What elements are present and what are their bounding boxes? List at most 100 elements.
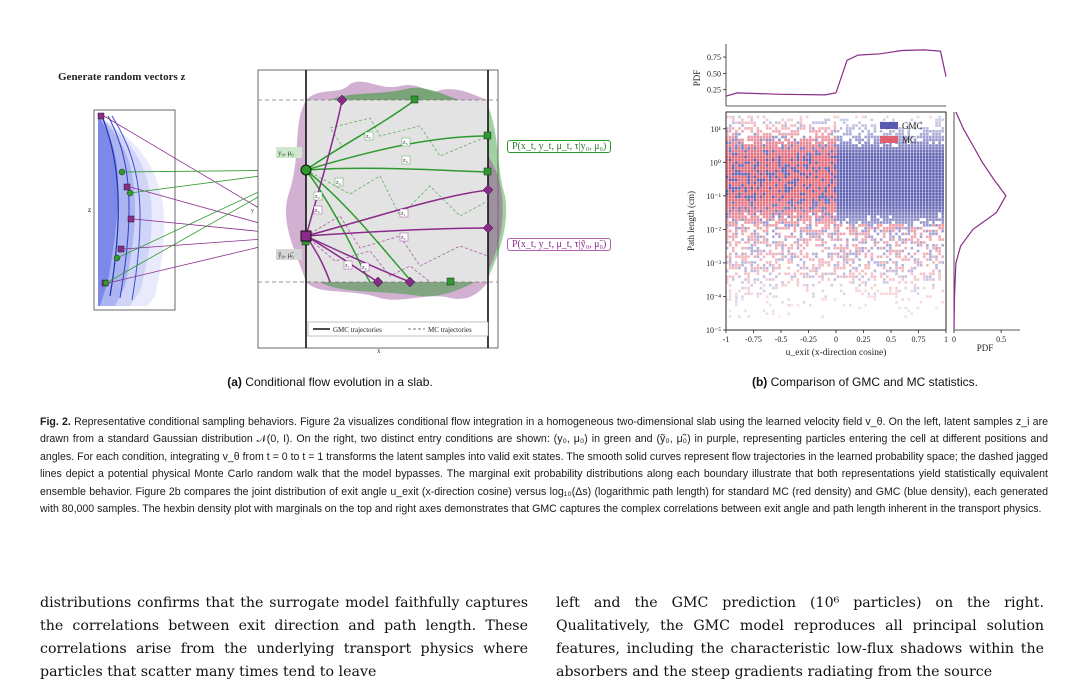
hexbin-cell <box>929 212 932 216</box>
hexbin-cell <box>882 263 886 267</box>
hexbin-cell <box>756 172 760 176</box>
hexbin-cell <box>907 135 911 139</box>
hexbin-cell <box>793 181 797 184</box>
hexbin-cell <box>784 283 787 287</box>
hexbin-cell <box>781 155 784 159</box>
hexbin-cell <box>895 161 898 164</box>
hexbin-cell <box>932 169 935 173</box>
hexbin-cell <box>781 181 784 184</box>
hexbin-cell <box>842 206 846 210</box>
hexbin-cell <box>772 269 775 273</box>
hexbin-cell <box>895 152 898 156</box>
hexbin-cell <box>867 221 871 224</box>
hexbin-cell <box>796 281 800 284</box>
hexbin-cell <box>910 312 914 316</box>
hexbin-cell <box>731 169 735 173</box>
hexbin-cell <box>765 127 769 130</box>
hexbin-cell <box>747 155 750 159</box>
hexbin-cell <box>864 252 867 256</box>
hexbin-cell <box>808 238 812 241</box>
hexbin-cell <box>790 181 794 184</box>
hexbin-cell <box>892 215 895 219</box>
hexbin-cell <box>833 201 837 204</box>
hexbin-cell <box>772 218 775 221</box>
hexbin-cell <box>849 149 852 153</box>
hexbin-cell <box>781 124 784 127</box>
hexbin-cell <box>778 169 781 173</box>
hexbin-cell <box>910 218 914 221</box>
hexbin-cell <box>910 281 914 284</box>
hexbin-cell <box>778 232 781 236</box>
hexbin-cell <box>818 175 821 179</box>
hexbin-cell <box>781 192 784 196</box>
hexbin-cell <box>725 138 729 142</box>
hexbin-cell <box>870 144 874 147</box>
hexbin-cell <box>784 178 787 182</box>
hexbin-cell <box>815 252 818 256</box>
hexbin-cell <box>812 138 815 142</box>
hexbin-cell <box>895 221 898 224</box>
hexbin-cell <box>796 172 800 176</box>
hexbin-cell <box>873 204 877 207</box>
hexbin-cell <box>861 218 864 221</box>
hexbin-cell <box>787 201 790 204</box>
hexbin-cell <box>935 249 938 253</box>
hexbin-cell <box>873 221 877 224</box>
hexbin-cell <box>870 195 874 199</box>
hexbin-cell <box>827 178 831 182</box>
hexbin-cell <box>895 187 898 190</box>
hexbin-cell <box>821 298 824 301</box>
hexbin-cell <box>753 149 757 153</box>
hexbin-cell <box>725 167 729 170</box>
hexbin-cell <box>864 167 867 170</box>
hexbin-cell <box>818 266 821 270</box>
hexbin-cell <box>802 189 806 193</box>
hexbin-cell <box>735 241 738 244</box>
hexbin-cell <box>824 272 827 276</box>
hexbin-cell <box>842 275 846 278</box>
hexbin-cell <box>744 161 747 164</box>
hexbin-cell <box>815 238 818 241</box>
hexbin-cell <box>805 272 809 276</box>
hexbin-cell <box>808 229 812 233</box>
hexbin-cell <box>839 209 843 213</box>
hexbin-cell <box>907 201 911 204</box>
hexbin-cell <box>731 221 735 224</box>
hexbin-cell <box>753 152 757 156</box>
hexbin-cell <box>867 224 871 227</box>
hexbin-cell <box>889 198 892 201</box>
hexbin-cell <box>784 224 787 227</box>
hexbin-cell <box>812 152 815 156</box>
hexbin-cell <box>815 206 818 210</box>
hexbin-cell <box>768 147 772 150</box>
hexbin-cell <box>849 275 852 278</box>
hexbin-cell <box>824 218 827 221</box>
hexbin-cell <box>753 249 757 253</box>
hexbin-cell <box>895 232 898 236</box>
hexbin-cell <box>781 132 784 136</box>
hexbin-cell <box>725 169 729 173</box>
hexbin-cell <box>926 184 929 187</box>
hexbin-cell <box>849 181 852 184</box>
hexbin-cell <box>784 167 787 170</box>
hexbin-cell <box>802 204 806 207</box>
hexbin-cell <box>756 232 760 236</box>
hexbin-cell <box>864 201 867 204</box>
hexbin-cell <box>849 155 852 159</box>
hexbin-cell <box>821 175 824 179</box>
hexbin-cell <box>916 241 920 244</box>
hexbin-cell <box>821 212 824 216</box>
hexbin-cell <box>858 169 861 173</box>
hexbin-cell <box>922 201 926 204</box>
hexbin-cell <box>762 235 766 239</box>
hexbin-cell <box>747 175 750 179</box>
hexbin-cell <box>932 244 935 247</box>
hexbin-cell <box>913 278 917 281</box>
hexbin-cell <box>882 167 886 170</box>
hexbin-cell <box>873 152 877 156</box>
hexbin-cell <box>808 167 812 170</box>
hexbin-cell <box>747 272 750 276</box>
hexbin-cell <box>741 218 744 221</box>
hexbin-cell <box>929 135 932 139</box>
hexbin-cell <box>935 124 938 127</box>
